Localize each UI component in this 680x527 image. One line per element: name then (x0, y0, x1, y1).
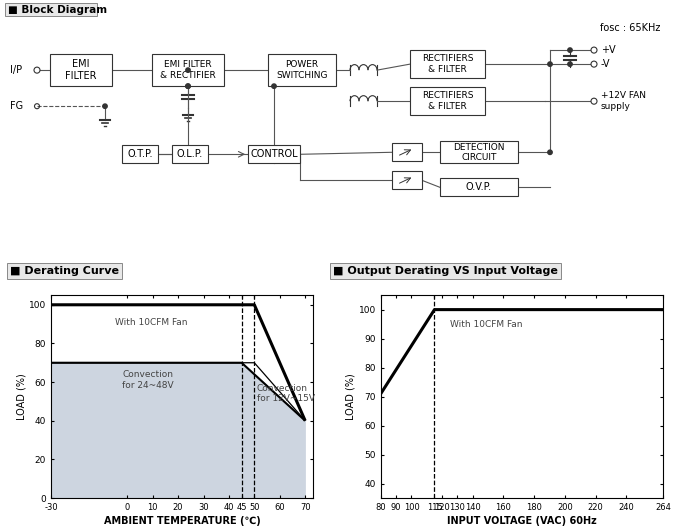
Text: O.V.P.: O.V.P. (466, 182, 492, 192)
Text: ■ Output Derating VS Input Voltage: ■ Output Derating VS Input Voltage (333, 266, 558, 276)
Text: DETECTION
CIRCUIT: DETECTION CIRCUIT (454, 143, 505, 162)
Circle shape (568, 62, 572, 66)
Text: I/P: I/P (10, 65, 22, 75)
Text: CONTROL: CONTROL (250, 149, 298, 159)
Text: Convection
for 12V~15V: Convection for 12V~15V (257, 384, 315, 403)
Bar (440, 141, 518, 163)
Text: ■ Block Diagram: ■ Block Diagram (8, 5, 107, 15)
Text: O.L.P.: O.L.P. (177, 149, 203, 159)
Text: EMI FILTER
& RECTIFIER: EMI FILTER & RECTIFIER (160, 61, 216, 80)
Bar (268, 54, 336, 86)
Bar (410, 50, 485, 78)
Y-axis label: LOAD (%): LOAD (%) (16, 373, 26, 420)
Circle shape (568, 48, 572, 52)
Text: With 10CFM Fan: With 10CFM Fan (114, 318, 187, 327)
Circle shape (186, 84, 190, 89)
Text: Convection
for 24~48V: Convection for 24~48V (122, 370, 174, 390)
Bar (50, 54, 112, 86)
Circle shape (186, 68, 190, 72)
Bar (172, 145, 208, 163)
Text: fosc : 65KHz: fosc : 65KHz (600, 23, 660, 33)
Bar (392, 171, 422, 189)
Bar (152, 54, 224, 86)
X-axis label: AMBIENT TEMPERATURE (℃): AMBIENT TEMPERATURE (℃) (103, 516, 260, 526)
Text: With 10CFM Fan: With 10CFM Fan (449, 319, 522, 329)
Text: FG: FG (10, 101, 23, 111)
Circle shape (272, 84, 276, 89)
Text: POWER
SWITCHING: POWER SWITCHING (276, 61, 328, 80)
Polygon shape (51, 363, 305, 498)
Circle shape (103, 104, 107, 109)
Bar (122, 145, 158, 163)
Bar (248, 145, 300, 163)
Text: RECTIFIERS
& FILTER: RECTIFIERS & FILTER (422, 54, 473, 74)
Y-axis label: LOAD (%): LOAD (%) (346, 373, 356, 420)
Circle shape (548, 150, 552, 154)
Bar (410, 87, 485, 115)
Text: RECTIFIERS
& FILTER: RECTIFIERS & FILTER (422, 92, 473, 111)
Circle shape (548, 62, 552, 66)
X-axis label: INPUT VOLTAGE (VAC) 60Hz: INPUT VOLTAGE (VAC) 60Hz (447, 516, 597, 526)
Text: EMI
FILTER: EMI FILTER (65, 60, 97, 81)
Text: O.T.P.: O.T.P. (127, 149, 153, 159)
Text: +V: +V (601, 45, 615, 55)
Text: ■ Derating Curve: ■ Derating Curve (10, 266, 119, 276)
Bar (5, 3, 97, 16)
Text: -V: -V (601, 59, 611, 69)
Text: +12V FAN
supply: +12V FAN supply (601, 92, 646, 111)
Bar (392, 143, 422, 161)
Bar (440, 178, 518, 197)
Circle shape (186, 84, 190, 89)
